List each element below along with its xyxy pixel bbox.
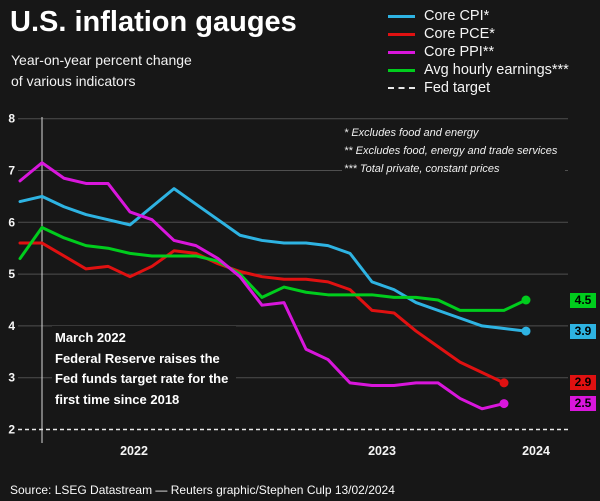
footnote-1: * Excludes food and energy <box>344 127 479 139</box>
legend-item-avg-hourly-earnings: Avg hourly earnings*** <box>388 61 569 79</box>
legend-swatch-fed-target <box>388 87 415 89</box>
legend-label: Fed target <box>424 80 491 96</box>
series-end-dot-avg-hourly-earnings <box>521 295 531 305</box>
chart-footnotes: * Excludes food and energy ** Excludes f… <box>342 122 566 180</box>
legend-label: Core PPI** <box>424 44 495 60</box>
y-axis-tick-label-3: 3 <box>8 371 15 385</box>
y-axis-tick-label-2: 2 <box>8 423 15 437</box>
page-subtitle-line1: Year-on-year percent change <box>11 52 192 68</box>
legend-item-core-pce: Core PCE* <box>388 25 569 43</box>
footnote-3: *** Total private, constant prices <box>344 163 500 175</box>
series-end-dot-core-ppi <box>499 399 509 409</box>
annotation-line-1: March 2022 <box>55 330 126 345</box>
legend-swatch-core-pce <box>388 32 415 36</box>
series-line-core-ppi <box>18 161 506 411</box>
y-axis-tick-label-5: 5 <box>8 267 15 281</box>
x-axis-year-label-2023: 2023 <box>368 444 396 458</box>
legend-item-core-ppi: Core PPI** <box>388 43 569 61</box>
page-title: U.S. inflation gauges <box>10 6 297 38</box>
page-subtitle-line2: of various indicators <box>11 73 136 89</box>
source-note: Source: LSEG Datastream — Reuters graphi… <box>10 483 395 497</box>
footnote-2: ** Excludes food, energy and trade servi… <box>344 145 558 157</box>
annotation-march-2022: March 2022 Federal Reserve raises the Fe… <box>52 326 237 412</box>
end-value-label-2-9: 2.9 <box>570 375 596 391</box>
end-value-label-3-9: 3.9 <box>570 323 596 339</box>
y-axis-tick-label-7: 7 <box>8 164 15 178</box>
legend-swatch-avg-hourly-earnings <box>388 68 415 72</box>
legend-label: Core CPI* <box>424 8 490 24</box>
annotation-line-2: Federal Reserve raises the <box>55 350 220 366</box>
page-subtitle: Year-on-year percent change of various i… <box>11 50 192 92</box>
end-value-label-4-5: 4.5 <box>570 292 596 308</box>
series-end-dot-core-cpi <box>521 326 531 336</box>
y-axis-tick-label-6: 6 <box>8 215 15 229</box>
x-axis-year-label-2024: 2024 <box>522 444 550 458</box>
series-line-core-cpi <box>18 187 528 333</box>
legend-swatch-core-cpi <box>388 14 415 18</box>
chart-legend: Core CPI* Core PCE* Core PPI** Avg hourly e… <box>388 7 569 97</box>
series-line-avg-hourly-earnings <box>18 225 528 312</box>
x-axis-year-label-2022: 2022 <box>120 444 148 458</box>
legend-label: Avg hourly earnings*** <box>424 62 569 78</box>
series-line-core-pce <box>18 241 506 385</box>
annotation-line-4: first time since 2018 <box>55 391 180 407</box>
y-axis-tick-label-8: 8 <box>8 112 15 126</box>
annotation-line-3: Fed funds target rate for the <box>55 371 229 386</box>
series-end-dot-core-pce <box>499 378 509 388</box>
y-axis-tick-label-4: 4 <box>8 319 15 333</box>
legend-item-fed-target: Fed target <box>388 79 569 97</box>
end-value-label-2-5: 2.5 <box>570 396 596 412</box>
legend-swatch-core-ppi <box>388 50 415 54</box>
legend-item-core-cpi: Core CPI* <box>388 7 569 25</box>
legend-label: Core PCE* <box>424 26 495 42</box>
